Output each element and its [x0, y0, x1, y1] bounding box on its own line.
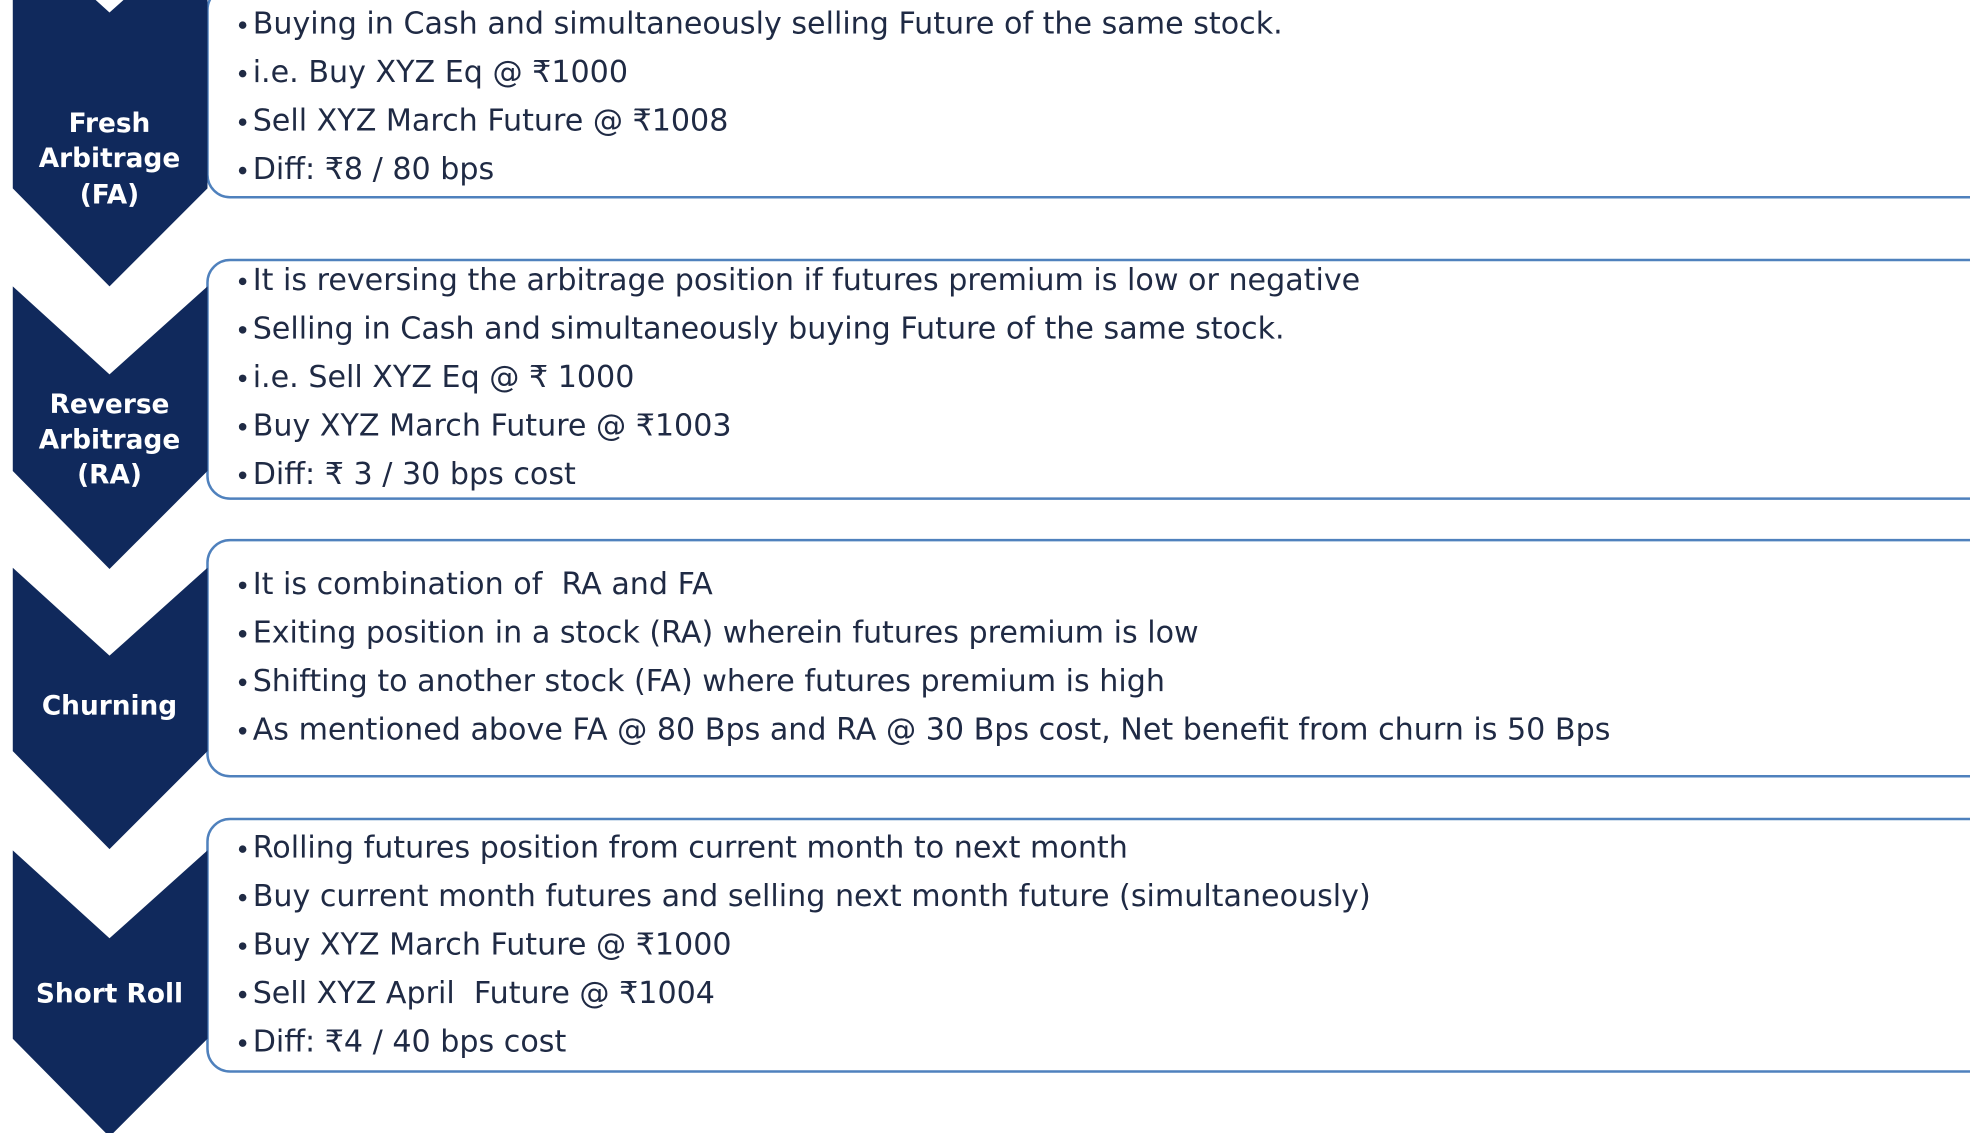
chevron-label: Short Roll — [36, 979, 183, 1009]
bullet-text: Sell XYZ March Future @ ₹1008 — [253, 104, 729, 139]
bullet-text: i.e. Buy XYZ Eq @ ₹1000 — [253, 55, 628, 90]
bullet — [238, 1039, 247, 1047]
bullet — [238, 990, 247, 999]
bullet-text: Buying in Cash and simultaneously sellin… — [253, 7, 1283, 42]
bullet — [238, 727, 247, 735]
chevron-label: Fresh — [69, 109, 151, 139]
bullet — [238, 678, 247, 687]
bullet-text: Rolling futures position from current mo… — [253, 831, 1128, 866]
chevron-label: Reverse — [50, 390, 170, 420]
bullet-text: Diff: ₹4 / 40 bps cost — [253, 1025, 567, 1060]
bullet — [238, 423, 247, 431]
bullet-text: i.e. Sell XYZ Eq @ ₹ 1000 — [253, 360, 635, 395]
bullet — [238, 630, 247, 638]
chevron-label: (FA) — [80, 180, 139, 210]
bullet — [238, 581, 247, 590]
bullet — [238, 942, 247, 950]
bullet-text: Exiting position in a stock (RA) wherein… — [253, 615, 1199, 650]
bullet — [238, 374, 247, 383]
bullet-text: Buy XYZ March Future @ ₹1003 — [253, 408, 732, 443]
bullet — [238, 893, 247, 902]
bullet-text: Diff: ₹8 / 80 bps — [253, 152, 495, 187]
bullet-text: Shifting to another stock (FA) where fut… — [253, 664, 1165, 699]
chevron-label: (RA) — [77, 461, 142, 491]
chevron — [12, 850, 208, 1133]
bullet-text: Selling in Cash and simultaneously buyin… — [253, 311, 1285, 346]
bullet-text: Diff: ₹ 3 / 30 bps cost — [253, 457, 576, 492]
bullet-text: Sell XYZ April Future @ ₹1004 — [253, 976, 715, 1011]
bullet-text: As mentioned above FA @ 80 Bps and RA @ … — [253, 712, 1611, 747]
chevron — [12, 286, 208, 570]
bullet — [238, 277, 247, 286]
bullet-text: Buy XYZ March Future @ ₹1000 — [253, 928, 732, 963]
chevron-label: Churning — [42, 692, 177, 722]
chevron — [12, 567, 208, 850]
bullet — [238, 326, 247, 334]
bullet — [238, 166, 247, 175]
bullet — [238, 845, 247, 853]
bullet-text: It is combination of RA and FA — [253, 567, 713, 602]
bullet-text: It is reversing the arbitrage position i… — [253, 263, 1361, 298]
bullet — [238, 69, 247, 78]
chevron-label: Arbitrage — [39, 144, 180, 174]
bullet — [238, 118, 247, 126]
bullet — [238, 471, 247, 480]
bullet-text: Buy current month futures and selling ne… — [253, 879, 1371, 914]
chevron-label: Arbitrage — [39, 425, 180, 455]
bullet — [238, 21, 247, 29]
chevron — [12, 0, 208, 287]
